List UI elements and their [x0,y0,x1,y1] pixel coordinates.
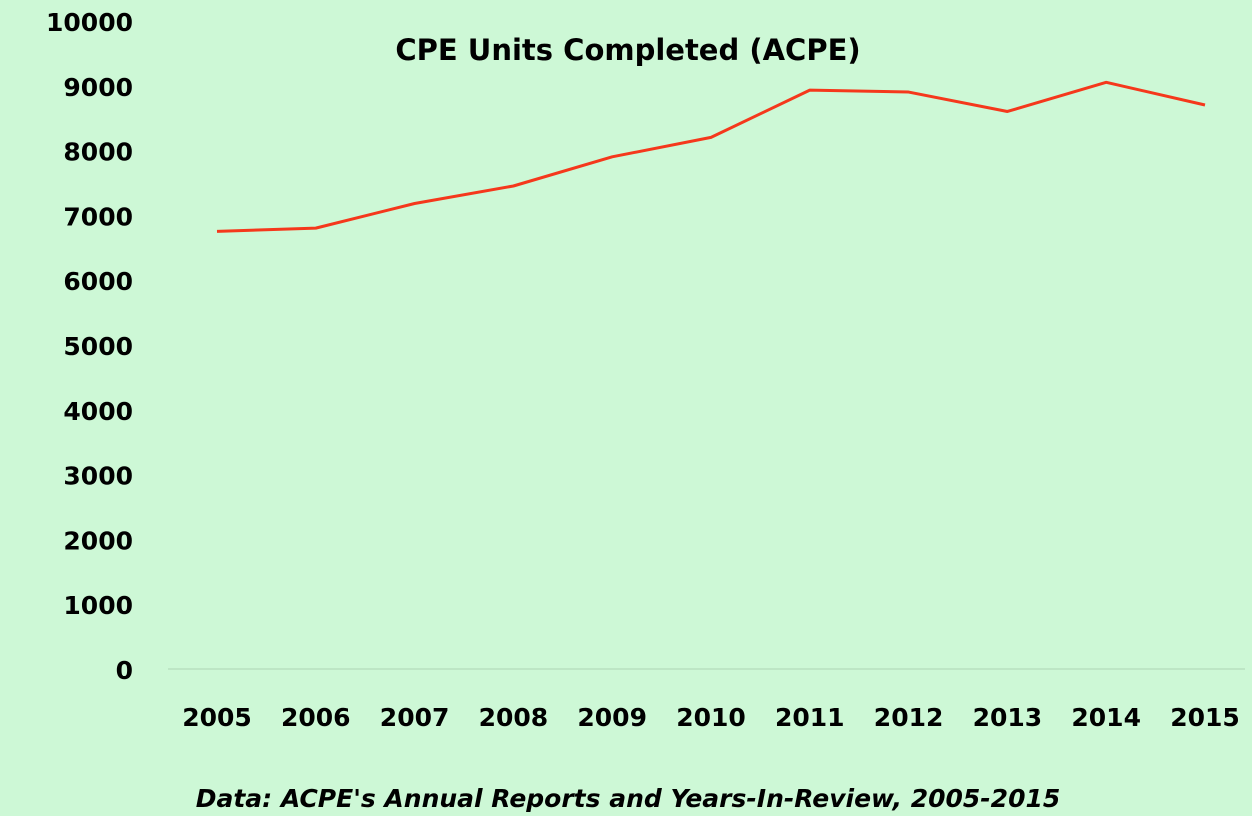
y-tick-label: 9000 [63,73,133,102]
y-tick-label: 2000 [63,526,133,555]
chart-title: CPE Units Completed (ACPE) [395,33,860,67]
x-tick-label: 2007 [380,703,450,732]
x-tick-label: 2005 [182,703,252,732]
y-tick-label: 10000 [46,8,133,37]
x-tick-label: 2011 [775,703,845,732]
y-tick-label: 1000 [63,591,133,620]
x-tick-label: 2010 [676,703,746,732]
x-tick-label: 2008 [479,703,549,732]
x-tick-label: 2014 [1071,703,1141,732]
x-tick-label: 2009 [577,703,647,732]
y-tick-label: 0 [116,656,133,685]
x-tick-label: 2015 [1170,703,1240,732]
y-tick-label: 8000 [63,138,133,167]
x-tick-label: 2006 [281,703,351,732]
y-tick-label: 5000 [63,332,133,361]
y-tick-label: 7000 [63,202,133,231]
y-tick-label: 3000 [63,462,133,491]
line-series [216,80,1206,233]
y-tick-label: 4000 [63,397,133,426]
caption: Data: ACPE's Annual Reports and Years-In… [196,784,1061,813]
y-tick-label: 6000 [63,267,133,296]
x-tick-label: 2012 [874,703,944,732]
x-tick-label: 2013 [973,703,1043,732]
